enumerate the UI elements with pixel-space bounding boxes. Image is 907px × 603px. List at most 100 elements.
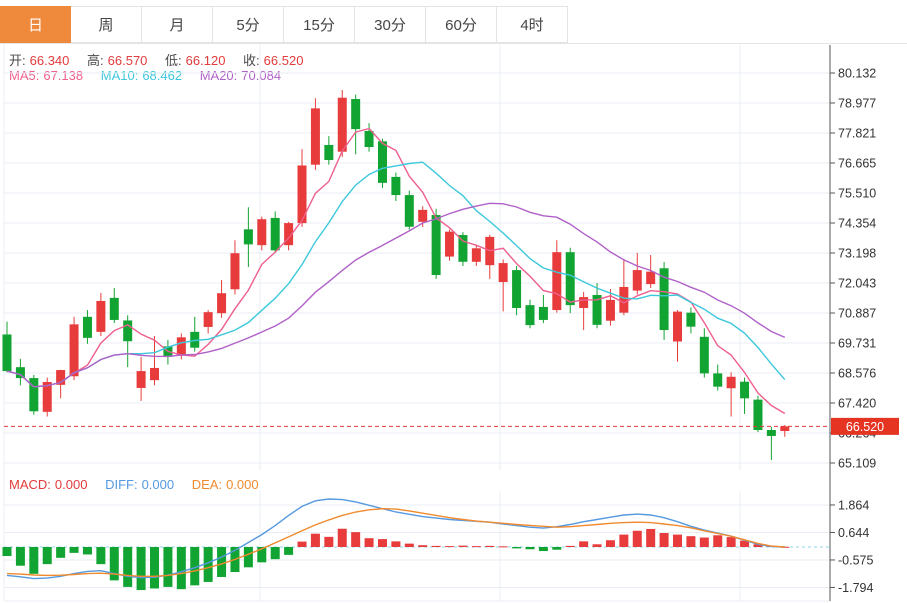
candle-body	[699, 336, 709, 374]
price-axis-label: 68.576	[838, 366, 876, 380]
price-axis-label: 74.354	[838, 216, 876, 230]
candle-body	[270, 217, 280, 251]
tab-week[interactable]: 周	[71, 6, 142, 43]
open-value: 66.340	[29, 53, 70, 68]
macd-bar	[203, 547, 213, 582]
candle-body	[766, 430, 776, 436]
macd-bar	[713, 535, 723, 547]
ma-legend: MA5: 67.138 MA10: 68.462 MA20: 70.084	[9, 68, 285, 83]
horizontal-gridlines	[4, 72, 830, 602]
macd-bar	[324, 536, 334, 547]
high-label: 高:	[87, 53, 104, 68]
macd-legend: MACD: 0.000 DIFF: 0.000 DEA: 0.000	[9, 477, 263, 492]
candle-body	[538, 306, 548, 320]
candle-body	[753, 399, 763, 431]
ma5-line	[6, 127, 786, 415]
macd-axis-label: -1.794	[838, 581, 873, 595]
candle-body	[364, 130, 374, 148]
macd-bar	[404, 543, 414, 547]
tab-60min[interactable]: 60分	[426, 6, 497, 43]
macd-axis-label: 0.644	[838, 526, 869, 540]
macd-bar	[592, 544, 602, 547]
macd-bar	[579, 541, 589, 547]
tab-30min[interactable]: 30分	[355, 6, 426, 43]
price-axis-label: 67.420	[838, 397, 876, 411]
macd-axis-label: -0.575	[838, 553, 873, 567]
macd-bar	[471, 546, 481, 548]
candle-body	[418, 209, 428, 222]
candle-body	[109, 297, 119, 320]
candle-body	[471, 248, 481, 262]
ma20-label: MA20:	[199, 68, 238, 83]
diff-line	[6, 498, 785, 580]
macd-bar	[42, 547, 52, 565]
candle-body	[780, 426, 790, 432]
macd-bar	[699, 537, 709, 547]
macd-bar	[498, 546, 508, 548]
candle-body	[150, 367, 160, 381]
candle-body	[190, 331, 200, 348]
tab-month[interactable]: 月	[142, 6, 213, 43]
candle-body	[552, 252, 562, 311]
candle-body	[29, 378, 39, 412]
low-value: 66.120	[185, 53, 226, 68]
candle-body	[310, 108, 320, 165]
candle-body	[123, 320, 133, 342]
macd-bar	[29, 547, 39, 574]
candle-body	[579, 297, 589, 308]
candle-body	[96, 300, 106, 332]
macd-bar	[525, 547, 535, 550]
price-axis-label: 65.109	[838, 456, 876, 470]
vertical-gridlines	[3, 45, 741, 601]
macd-bar	[605, 540, 615, 547]
candle-body	[230, 253, 240, 290]
candle-body	[203, 312, 213, 327]
candle-body	[592, 295, 602, 325]
price-axis-label: 73.198	[838, 247, 876, 261]
macd-bar	[552, 547, 562, 550]
price-axis-label: 76.665	[838, 157, 876, 171]
price-axis-label: 80.132	[838, 67, 876, 81]
price-axis-label: 69.731	[838, 337, 876, 351]
candle-body	[56, 370, 66, 385]
timeframe-tab-bar: 日周月 5分 15分 30分 60分 4时	[0, 6, 907, 44]
low-label: 低:	[165, 53, 182, 68]
macd-bar	[69, 547, 79, 553]
price-axis-label: 70.887	[838, 307, 876, 321]
current-price-badge: 66.520	[831, 417, 899, 435]
candle-body	[740, 381, 750, 399]
macd-bar	[418, 545, 428, 547]
tab-4hour[interactable]: 4时	[497, 6, 568, 43]
candle-body	[512, 270, 522, 308]
macd-bar	[243, 547, 253, 568]
ma20-line	[6, 202, 786, 388]
diff-label: DIFF:	[105, 477, 138, 492]
macd-bar	[391, 541, 401, 547]
ma10-value: 68.462	[142, 68, 183, 83]
dea-value: 0.000	[226, 477, 259, 492]
macd-bar	[753, 544, 763, 547]
candle-body	[284, 223, 294, 246]
tab-15min[interactable]: 15分	[284, 6, 355, 43]
macd-bar	[512, 547, 522, 549]
macd-bar	[619, 534, 629, 547]
macd-bar	[109, 547, 119, 581]
open-label: 开:	[9, 53, 26, 68]
candle-body	[646, 271, 656, 285]
macd-bar	[217, 547, 227, 577]
candle-body	[42, 381, 52, 412]
ma10-line	[6, 161, 786, 388]
macd-bar	[56, 547, 66, 558]
macd-histogram	[2, 528, 790, 591]
price-axis-label: 77.821	[838, 126, 876, 140]
price-axis-label: 75.510	[838, 186, 876, 200]
candle-body	[632, 270, 642, 291]
tab-day[interactable]: 日	[0, 6, 71, 43]
tab-5min[interactable]: 5分	[213, 6, 284, 43]
price-axis-label: 72.043	[838, 276, 876, 290]
macd-bar	[136, 547, 146, 591]
macd-bar	[270, 547, 280, 560]
macd-bar	[176, 547, 186, 590]
